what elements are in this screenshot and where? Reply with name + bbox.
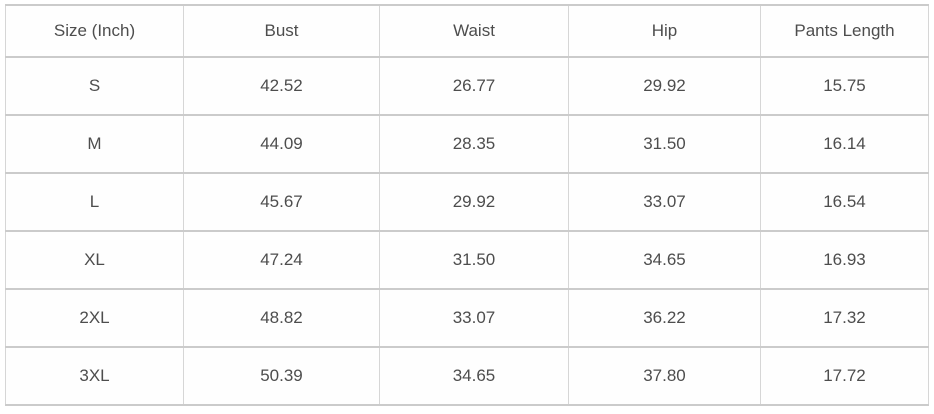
waist-cell: 31.50 — [379, 230, 569, 290]
pants-length-cell: 16.93 — [760, 230, 929, 290]
column-header-hip: Hip — [568, 4, 761, 58]
bust-cell: 42.52 — [183, 56, 380, 116]
table-row-s: S 42.52 26.77 29.92 15.75 — [5, 56, 929, 116]
waist-cell: 26.77 — [379, 56, 569, 116]
column-header-waist: Waist — [379, 4, 569, 58]
size-cell: 3XL — [5, 346, 184, 406]
table-row-l: L 45.67 29.92 33.07 16.54 — [5, 172, 929, 232]
pants-length-cell: 16.54 — [760, 172, 929, 232]
table-row-3xl: 3XL 50.39 34.65 37.80 17.72 — [5, 346, 929, 406]
pants-length-cell: 16.14 — [760, 114, 929, 174]
hip-cell: 34.65 — [568, 230, 761, 290]
table-row-xl: XL 47.24 31.50 34.65 16.93 — [5, 230, 929, 290]
size-cell: S — [5, 56, 184, 116]
header-row: Size (Inch) Bust Waist Hip Pants Length — [5, 4, 929, 58]
size-chart-table: Size (Inch) Bust Waist Hip Pants Length … — [5, 4, 929, 406]
column-header-bust: Bust — [183, 4, 380, 58]
column-header-pants-length: Pants Length — [760, 4, 929, 58]
pants-length-cell: 15.75 — [760, 56, 929, 116]
size-cell: XL — [5, 230, 184, 290]
hip-cell: 36.22 — [568, 288, 761, 348]
hip-cell: 33.07 — [568, 172, 761, 232]
waist-cell: 34.65 — [379, 346, 569, 406]
table-row-m: M 44.09 28.35 31.50 16.14 — [5, 114, 929, 174]
column-header-size: Size (Inch) — [5, 4, 184, 58]
size-cell: L — [5, 172, 184, 232]
bust-cell: 48.82 — [183, 288, 380, 348]
size-cell: M — [5, 114, 184, 174]
pants-length-cell: 17.72 — [760, 346, 929, 406]
pants-length-cell: 17.32 — [760, 288, 929, 348]
waist-cell: 28.35 — [379, 114, 569, 174]
table-row-2xl: 2XL 48.82 33.07 36.22 17.32 — [5, 288, 929, 348]
waist-cell: 29.92 — [379, 172, 569, 232]
bust-cell: 47.24 — [183, 230, 380, 290]
waist-cell: 33.07 — [379, 288, 569, 348]
hip-cell: 37.80 — [568, 346, 761, 406]
size-cell: 2XL — [5, 288, 184, 348]
hip-cell: 31.50 — [568, 114, 761, 174]
bust-cell: 50.39 — [183, 346, 380, 406]
hip-cell: 29.92 — [568, 56, 761, 116]
bust-cell: 45.67 — [183, 172, 380, 232]
bust-cell: 44.09 — [183, 114, 380, 174]
